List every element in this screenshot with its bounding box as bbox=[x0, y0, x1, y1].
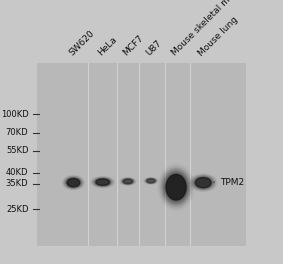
Ellipse shape bbox=[146, 178, 156, 183]
Text: Mouse lung: Mouse lung bbox=[197, 15, 240, 58]
Text: TPM2: TPM2 bbox=[214, 178, 244, 187]
Text: 25KD: 25KD bbox=[6, 205, 28, 214]
Ellipse shape bbox=[122, 178, 134, 184]
Ellipse shape bbox=[65, 177, 82, 188]
Ellipse shape bbox=[195, 177, 212, 188]
Ellipse shape bbox=[66, 178, 81, 188]
Ellipse shape bbox=[161, 168, 191, 206]
Ellipse shape bbox=[67, 178, 80, 187]
Ellipse shape bbox=[166, 175, 186, 200]
Text: 35KD: 35KD bbox=[6, 179, 28, 188]
Ellipse shape bbox=[196, 178, 211, 188]
Text: 100KD: 100KD bbox=[1, 110, 28, 119]
Ellipse shape bbox=[123, 179, 133, 184]
Ellipse shape bbox=[163, 170, 189, 204]
Ellipse shape bbox=[94, 178, 111, 186]
Ellipse shape bbox=[67, 178, 80, 187]
Ellipse shape bbox=[67, 178, 80, 187]
Ellipse shape bbox=[194, 176, 213, 189]
Ellipse shape bbox=[95, 179, 110, 186]
Ellipse shape bbox=[162, 169, 190, 205]
Text: MCF7: MCF7 bbox=[121, 34, 145, 58]
Ellipse shape bbox=[95, 178, 111, 186]
Text: SW620: SW620 bbox=[67, 29, 96, 58]
Ellipse shape bbox=[65, 177, 82, 188]
Text: Mouse skeletal muscle: Mouse skeletal muscle bbox=[170, 0, 248, 58]
Ellipse shape bbox=[146, 179, 155, 183]
Ellipse shape bbox=[192, 176, 214, 190]
Text: 55KD: 55KD bbox=[6, 146, 28, 155]
Ellipse shape bbox=[196, 178, 211, 188]
Text: U87: U87 bbox=[145, 39, 164, 58]
Ellipse shape bbox=[147, 179, 155, 183]
Ellipse shape bbox=[164, 171, 188, 203]
Ellipse shape bbox=[164, 172, 188, 202]
Ellipse shape bbox=[123, 179, 133, 184]
Ellipse shape bbox=[194, 177, 212, 188]
Ellipse shape bbox=[165, 173, 187, 201]
Ellipse shape bbox=[166, 175, 186, 200]
Ellipse shape bbox=[94, 178, 112, 186]
Ellipse shape bbox=[96, 179, 110, 185]
Ellipse shape bbox=[66, 178, 81, 187]
Ellipse shape bbox=[96, 179, 110, 185]
Text: HeLa: HeLa bbox=[97, 35, 119, 58]
Ellipse shape bbox=[193, 176, 214, 189]
Ellipse shape bbox=[147, 179, 155, 183]
Ellipse shape bbox=[93, 178, 112, 187]
Text: 40KD: 40KD bbox=[6, 168, 28, 177]
Text: 70KD: 70KD bbox=[6, 128, 28, 137]
Ellipse shape bbox=[123, 179, 133, 184]
Ellipse shape bbox=[123, 179, 133, 184]
